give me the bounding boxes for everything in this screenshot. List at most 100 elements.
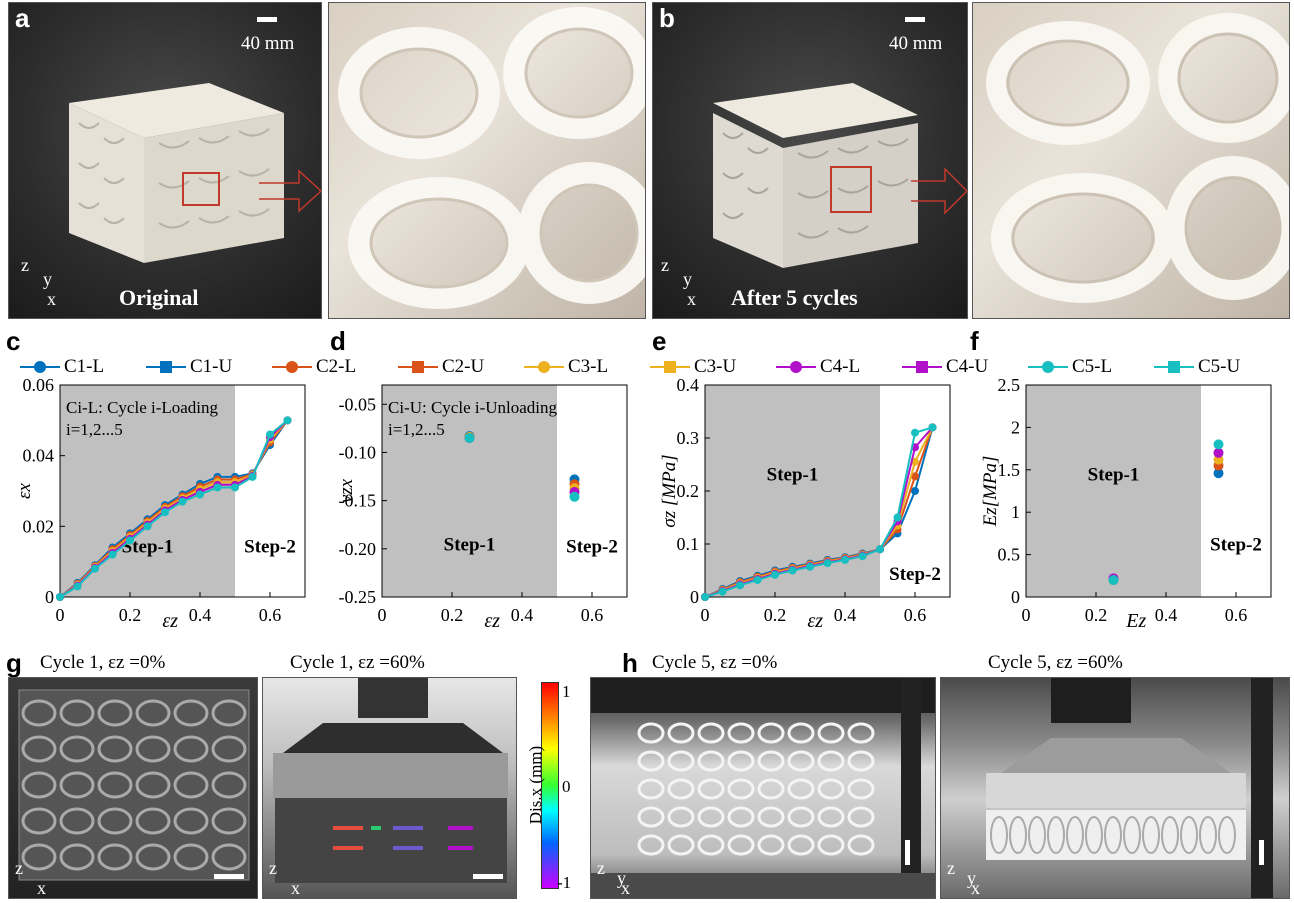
photo-g-cycle1-60: z x: [262, 677, 517, 899]
legend-label: C4-U: [946, 356, 989, 377]
legend-label: C4-L: [820, 356, 861, 377]
lattice-cell: [59, 735, 95, 763]
data-point: [718, 587, 727, 596]
data-point: [161, 508, 169, 517]
legend-item: C4-U: [902, 352, 988, 382]
y-tick-label: 0.1: [677, 534, 700, 554]
legend-label: C5-L: [1072, 356, 1113, 377]
legend-square-marker: [664, 361, 676, 373]
annotation-text: i=1,2...5: [66, 420, 123, 439]
lattice-cell: [697, 806, 725, 828]
data-point: [56, 593, 64, 601]
panel-letter-b: b: [659, 3, 675, 33]
x-tick-label: 0.6: [259, 605, 282, 625]
plot-frame: [59, 384, 306, 598]
lattice-cell: [757, 806, 785, 828]
y-tick-label: 0.5: [998, 545, 1021, 565]
y-tick-label: 0.04: [23, 446, 55, 466]
lattice-cell: [787, 806, 815, 828]
axis-x-label: x: [47, 289, 56, 309]
data-point: [893, 513, 902, 522]
lattice-cell: [97, 807, 133, 835]
lattice-cell: [667, 722, 695, 744]
y-tick-label: -0.20: [339, 539, 377, 559]
photo-label-original: Original: [119, 285, 199, 310]
lattice-cell: [787, 750, 815, 772]
lattice-cell: [757, 750, 785, 772]
lattice-cell: [637, 834, 665, 856]
legend-marker: [1154, 361, 1194, 373]
caption-h-left: Cycle 5, εz =0%: [652, 652, 778, 673]
chart-f-modulus: 0 0.2 0.4 0.6 0 0.5 1 1.5 2 2.5 Ez Ez[MPa] Step-1 Ste…: [980, 375, 1272, 632]
y-tick-label: -0.15: [339, 491, 377, 511]
legend-item: C3-L: [524, 352, 608, 382]
lattice-cell: [727, 750, 755, 772]
y-axis-label: νzx: [336, 478, 357, 503]
lattice-cell: [787, 778, 815, 800]
y-tick-label: -0.25: [339, 587, 377, 607]
lattice-cell: [697, 750, 725, 772]
x-tick-label: 0.4: [1155, 605, 1178, 625]
lattice-cell: [21, 843, 57, 871]
lattice-cell: [59, 699, 95, 727]
panel-letter-c: c: [6, 326, 21, 356]
data-point: [126, 536, 134, 545]
chart-d-poisson: 0 0.2 0.4 0.6 -0.05 -0.10 -0.15 -0.20 -0.25 εz νzx…: [336, 384, 628, 632]
step1-label: Step-1: [767, 464, 819, 485]
x-axis-label: εz: [162, 610, 178, 632]
lattice-cell: [757, 834, 785, 856]
lattice-zoom-illustration: [338, 7, 645, 309]
lattice-cell: [211, 771, 247, 799]
x-axis-label: Ez: [1125, 610, 1146, 632]
lattice-cell: [21, 807, 57, 835]
data-point: [231, 483, 239, 492]
lattice-cell: [59, 807, 95, 835]
step2-label: Step-2: [244, 536, 296, 557]
lattice-front-illustration: [18, 689, 250, 881]
step2-label: Step-2: [889, 564, 941, 585]
axis-z-label: z: [597, 858, 605, 878]
data-point: [1108, 575, 1119, 586]
data-point: [1213, 439, 1224, 450]
step1-region: [60, 385, 235, 597]
y-tick-label: 0.4: [677, 375, 700, 395]
scale-bar: [905, 17, 925, 22]
lattice-cell: [667, 750, 695, 772]
data-point: [771, 570, 779, 579]
panel-letter-g: g: [6, 648, 22, 678]
lattice-cell: [727, 806, 755, 828]
legend-label: C2-U: [442, 356, 485, 377]
lattice-cell: [59, 771, 95, 799]
x-tick-label: 0.2: [119, 605, 142, 625]
lattice-cell: [173, 807, 209, 835]
data-point: [569, 491, 580, 502]
data-point: [196, 490, 204, 499]
step1-label: Step-1: [1088, 464, 1140, 485]
lattice-cell: [21, 699, 57, 727]
step2-label: Step-2: [1210, 534, 1262, 555]
step2-label: Step-2: [566, 536, 618, 557]
lattice-cell: [637, 806, 665, 828]
step1-region: [705, 385, 880, 597]
chart-e-stress: 0 0.2 0.4 0.6 0 0.1 0.2 0.3 0.4 εz σz [MPa] Step-1 S…: [659, 375, 951, 632]
lattice-cell: [1066, 816, 1084, 854]
legend-marker: [146, 361, 186, 373]
scale-bar: [214, 874, 244, 879]
legend-square-marker: [412, 361, 424, 373]
scale-bar-label: 40 mm: [241, 33, 295, 54]
lattice-cell: [847, 722, 875, 744]
legend-marker: [1028, 361, 1068, 373]
legend-label: C2-L: [316, 356, 357, 377]
chart-legend: C1-L C1-U C2-L C2-U C3-L C3-U C4-L C4-U C5-L C5-U: [20, 352, 1294, 386]
lattice-cell: [1123, 816, 1141, 854]
photo-h-cycle5-60: z y x: [940, 677, 1290, 899]
y-tick-label: 0: [45, 587, 54, 607]
data-point: [108, 550, 117, 559]
y-axis-label: Ez[MPa]: [980, 456, 1001, 528]
compression-rig-illustration: [986, 678, 1273, 898]
lattice-cell: [1161, 816, 1179, 854]
x-tick-label: 0: [378, 605, 387, 625]
lattice-cell: [727, 722, 755, 744]
lattice-zoom-illustration: [986, 13, 1289, 303]
lattice-cell: [697, 722, 725, 744]
